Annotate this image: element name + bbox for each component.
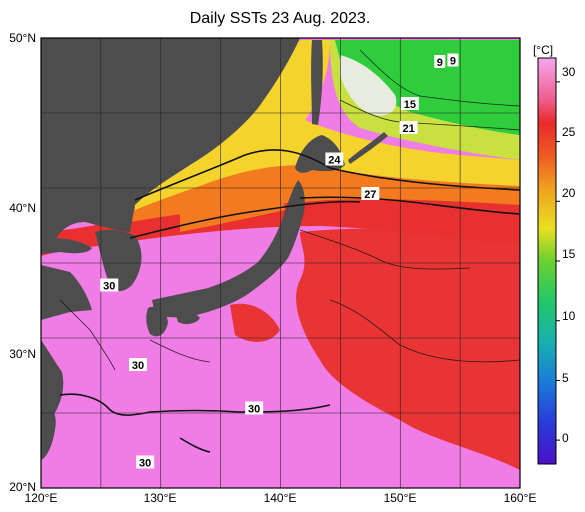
colorbar-tick-25: 25 — [562, 125, 576, 139]
ocean-green — [335, 40, 520, 135]
land-china-coast — [41, 340, 64, 425]
land-kuril — [348, 132, 388, 164]
colorbar-tick-5: 5 — [562, 371, 569, 385]
lon-label-130e: 130°E — [143, 491, 177, 505]
contour-label: 21 — [399, 121, 418, 135]
land-taiwan — [41, 408, 56, 460]
colorbar-tick-30: 30 — [562, 65, 576, 79]
svg-text:24: 24 — [328, 155, 341, 167]
lon-label-150e: 150°E — [383, 491, 417, 505]
map-title: Daily SSTs 23 Aug. 2023. — [189, 10, 371, 27]
lat-label-40n: 40°N — [9, 201, 36, 215]
lon-label-120e: 120°E — [24, 491, 58, 505]
land-kyushu — [146, 306, 168, 337]
colorbar-tick-0: 0 — [562, 431, 569, 445]
svg-text:21: 21 — [403, 123, 415, 135]
contour-label: 24 — [325, 152, 344, 167]
ocean-hot-region — [296, 228, 520, 470]
ocean-light-cool — [340, 55, 397, 116]
svg-text:15: 15 — [404, 99, 416, 111]
contour-label: 9 — [434, 55, 446, 69]
svg-text:30: 30 — [139, 458, 151, 470]
lat-label-20n: 20°N — [9, 480, 36, 494]
contour-label: 30 — [128, 358, 147, 372]
lon-label-140e: 140°E — [263, 491, 297, 505]
contour-label: 9 — [447, 53, 459, 68]
land-shikoku — [175, 311, 200, 325]
colorbar — [537, 57, 557, 465]
lat-label-30n: 30°N — [9, 347, 36, 361]
land-china-east — [41, 265, 92, 320]
svg-text:30: 30 — [132, 360, 144, 372]
colorbar-ticks — [556, 81, 560, 441]
contour-label: 30 — [100, 278, 119, 293]
svg-text:30: 30 — [248, 404, 260, 416]
colorbar-unit: [°C] — [533, 43, 554, 57]
land-honshu — [152, 180, 305, 318]
colorbar-tick-10: 10 — [562, 309, 576, 323]
land-korea — [95, 229, 142, 292]
sea-of-japan-warm — [180, 176, 285, 232]
map-frame — [40, 37, 521, 489]
svg-text:9: 9 — [437, 57, 443, 69]
contour-labels: 9 9 15 21 24 27 30 30 30 30 — [100, 53, 459, 470]
contour-label: 15 — [400, 97, 419, 111]
lat-label-50n: 50°N — [9, 31, 36, 45]
land-asia — [41, 38, 300, 248]
contour-label: 30 — [136, 455, 155, 470]
ocean-hot-region — [230, 303, 280, 342]
contour-label: 27 — [361, 187, 380, 201]
lon-label-160e: 160°E — [503, 491, 537, 505]
svg-text:9: 9 — [450, 56, 456, 68]
colorbar-tick-15: 15 — [562, 247, 576, 261]
svg-text:30: 30 — [103, 281, 115, 293]
contour-label: 30 — [245, 401, 264, 416]
land-shandong — [41, 238, 92, 254]
svg-text:27: 27 — [364, 189, 376, 201]
ocean-yellow-band — [135, 40, 520, 210]
colorbar-tick-20: 20 — [562, 186, 576, 200]
land-sakhalin — [311, 40, 323, 125]
map-grid — [41, 38, 520, 488]
